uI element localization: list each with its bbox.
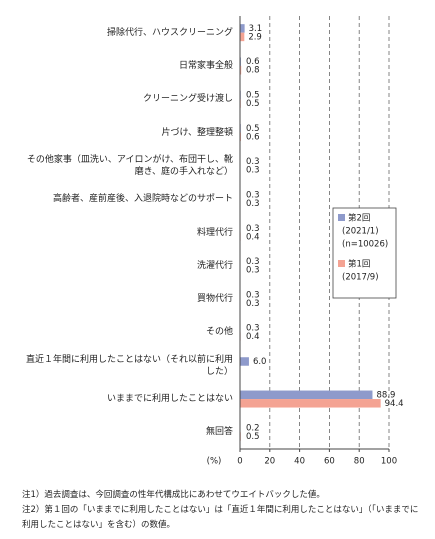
value-label: 0.6 [246, 132, 260, 142]
value-label: 6.0 [253, 357, 267, 367]
legend-detail: (2017/9) [342, 273, 379, 283]
y-tick-label: いままでに利用したことはない [106, 394, 233, 405]
y-tick-label: 片づけ、整理整頓 [161, 127, 233, 138]
value-label: 2.9 [248, 32, 262, 42]
y-tick-label: その他 [205, 327, 233, 338]
note: 注1）過去調査は、今回調査の性年代構成比にあわせてウエイトバックした値。 [22, 490, 325, 500]
x-tick-label: 0 [237, 457, 242, 467]
value-label: 0.5 [246, 99, 260, 109]
y-tick-label: 料理代行 [196, 227, 233, 238]
y-tick-label: 日常家事全般 [178, 60, 233, 71]
y-tick-label: 洗濯代行 [196, 260, 233, 271]
x-tick-label: 60 [324, 457, 335, 467]
value-label: 0.2 [246, 424, 260, 434]
value-label: 0.5 [246, 91, 260, 101]
legend-detail: (n=10026) [342, 240, 388, 250]
y-tick-label: その他家事（皿洗い、アイロンがけ、布団干し、靴磨き、庭の手入れなど） [26, 154, 233, 177]
legend-detail: (2021/1) [342, 227, 379, 237]
y-tick-label: クリーニング受け渡し [142, 94, 233, 105]
x-tick-label: 100 [381, 457, 397, 467]
value-label: 0.6 [246, 57, 260, 67]
value-label: 0.3 [246, 257, 260, 267]
value-label: 0.3 [246, 324, 260, 334]
value-label: 0.3 [246, 266, 260, 276]
y-tick-label: 無回答 [205, 427, 233, 438]
note: 注2）第１回の「いままでに利用したことはない」は「直近１年間に利用したことはない… [22, 505, 419, 530]
value-label: 0.3 [246, 166, 260, 176]
y-tick-label: 高齢者、産前産後、入退院時などのサポート [52, 194, 233, 205]
y-tick-label: 直近１年間に利用したことはない（それ以前に利用した） [25, 354, 233, 377]
x-unit: (%) [207, 457, 222, 467]
legend-swatch [338, 214, 345, 221]
bar [240, 32, 245, 42]
value-label: 0.3 [246, 157, 260, 167]
y-tick-label: 買物代行 [196, 294, 233, 305]
legend-swatch [338, 260, 345, 267]
value-label: 0.4 [246, 232, 260, 242]
x-tick-label: 20 [264, 457, 275, 467]
bar [240, 65, 242, 75]
bar [240, 357, 249, 366]
x-tick-label: 80 [354, 457, 365, 467]
legend-box [332, 207, 397, 299]
value-label: 0.4 [246, 332, 260, 342]
value-label: 0.5 [246, 432, 260, 442]
bar [240, 390, 373, 400]
y-tick-label: 掃除代行、ハウスクリーニング [106, 27, 233, 38]
value-label: 0.3 [246, 190, 260, 200]
value-label: 88.9 [376, 390, 395, 400]
value-label: 0.3 [246, 299, 260, 309]
bar [240, 24, 245, 33]
value-label: 0.5 [246, 124, 260, 134]
value-label: 0.3 [246, 290, 260, 300]
value-label: 3.1 [249, 24, 263, 34]
legend-label: 第1回 [348, 259, 370, 270]
value-label: 0.3 [246, 224, 260, 234]
value-label: 0.8 [246, 66, 260, 76]
bar [240, 399, 381, 408]
legend: 第2回 (2021/1) (n=10026) 第1回 (2017/9) [332, 207, 397, 299]
x-tick-label: 40 [294, 457, 305, 467]
value-label: 94.4 [385, 399, 404, 409]
value-label: 0.3 [246, 199, 260, 209]
legend-label: 第2回 [348, 213, 370, 224]
